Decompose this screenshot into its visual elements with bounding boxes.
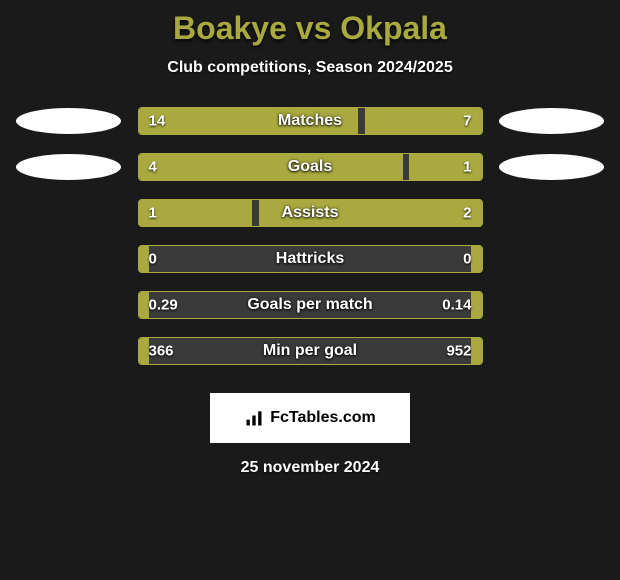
stat-label: Hattricks xyxy=(276,250,344,268)
stat-value-right: 0.14 xyxy=(442,297,471,314)
stat-bar: 14 7 Matches xyxy=(138,107,483,135)
stat-row: 0 0 Hattricks xyxy=(10,245,610,273)
branding-box: FcTables.com xyxy=(210,393,410,443)
stats-rows: 14 7 Matches 4 1 Goals 1 2 Assists 0 0 Hattricks 0.2… xyxy=(10,107,610,383)
bar-right-fill xyxy=(471,292,481,318)
stat-value-left: 14 xyxy=(149,113,166,130)
branding-text: FcTables.com xyxy=(270,409,376,427)
stat-value-right: 2 xyxy=(463,205,471,222)
stat-row: 1 2 Assists xyxy=(10,199,610,227)
stat-bar: 0.29 0.14 Goals per match xyxy=(138,291,483,319)
page-title: Boakye vs Okpala xyxy=(173,10,447,47)
stat-value-left: 4 xyxy=(149,159,157,176)
player-right-ellipse xyxy=(499,108,604,134)
bar-left-fill xyxy=(139,154,403,180)
stat-value-right: 0 xyxy=(463,251,471,268)
subtitle: Club competitions, Season 2024/2025 xyxy=(167,59,452,77)
stat-bar: 4 1 Goals xyxy=(138,153,483,181)
stat-value-left: 366 xyxy=(149,343,174,360)
date-text: 25 november 2024 xyxy=(241,459,380,477)
bar-right-fill xyxy=(471,338,481,364)
player-left-ellipse xyxy=(16,108,121,134)
stat-bar: 366 952 Min per goal xyxy=(138,337,483,365)
stat-label: Goals xyxy=(288,158,332,176)
bar-left-fill xyxy=(139,246,149,272)
stat-label: Assists xyxy=(282,204,339,222)
stat-row: 4 1 Goals xyxy=(10,153,610,181)
bar-left-fill xyxy=(139,292,149,318)
bar-left-fill xyxy=(139,338,149,364)
bar-right-fill xyxy=(471,246,481,272)
stat-row: 366 952 Min per goal xyxy=(10,337,610,365)
player-right-ellipse xyxy=(499,154,604,180)
player-left-ellipse xyxy=(16,154,121,180)
stat-label: Goals per match xyxy=(247,296,372,314)
stat-row: 0.29 0.14 Goals per match xyxy=(10,291,610,319)
stat-value-right: 1 xyxy=(463,159,471,176)
stat-value-left: 0 xyxy=(149,251,157,268)
stat-label: Matches xyxy=(278,112,342,130)
stat-bar: 1 2 Assists xyxy=(138,199,483,227)
stat-bar: 0 0 Hattricks xyxy=(138,245,483,273)
stat-value-left: 0.29 xyxy=(149,297,178,314)
stat-value-right: 952 xyxy=(446,343,471,360)
stat-value-left: 1 xyxy=(149,205,157,222)
stat-row: 14 7 Matches xyxy=(10,107,610,135)
chart-icon xyxy=(244,408,264,428)
stat-value-right: 7 xyxy=(463,113,471,130)
stat-label: Min per goal xyxy=(263,342,357,360)
